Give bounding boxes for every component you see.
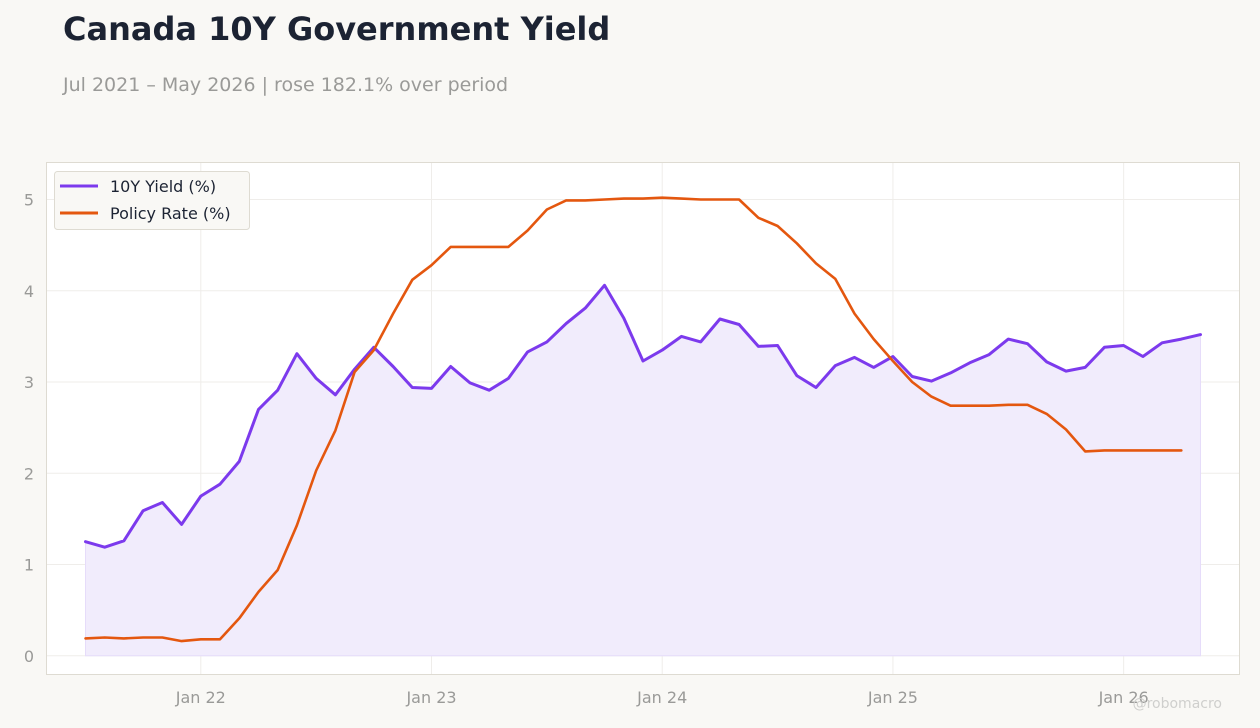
legend-label-policy-rate: Policy Rate (%) [110, 204, 231, 223]
x-tick-label: Jan 24 [636, 688, 687, 707]
chart-subtitle: Jul 2021 – May 2026 | rose 182.1% over p… [63, 74, 509, 96]
yield-series-line [84, 283, 1202, 549]
y-tick-label: 2 [24, 464, 34, 483]
x-tick-label: Jan 22 [175, 688, 226, 707]
y-tick-label: 4 [24, 282, 34, 301]
x-tick-label: Jan 25 [867, 688, 918, 707]
x-axis-tick-labels: Jan 22 Jan 23 Jan 24 Jan 25 Jan 26 [175, 688, 1149, 707]
y-tick-label: 0 [24, 647, 34, 666]
chart-title: Canada 10Y Government Yield [63, 10, 611, 48]
x-tick-label: Jan 23 [405, 688, 456, 707]
x-tick-label: Jan 26 [1098, 688, 1149, 707]
policy-rate-series-line [84, 196, 1183, 643]
y-tick-label: 1 [24, 556, 34, 575]
legend-label-yield: 10Y Yield (%) [110, 177, 216, 196]
y-axis-tick-labels: 0 1 2 3 4 5 [24, 191, 34, 666]
y-tick-label: 3 [24, 373, 34, 392]
legend: 10Y Yield (%) Policy Rate (%) [54, 171, 250, 230]
y-tick-label: 5 [24, 191, 34, 210]
legend-box [54, 171, 250, 230]
watermark: @robomacro [1132, 696, 1222, 712]
